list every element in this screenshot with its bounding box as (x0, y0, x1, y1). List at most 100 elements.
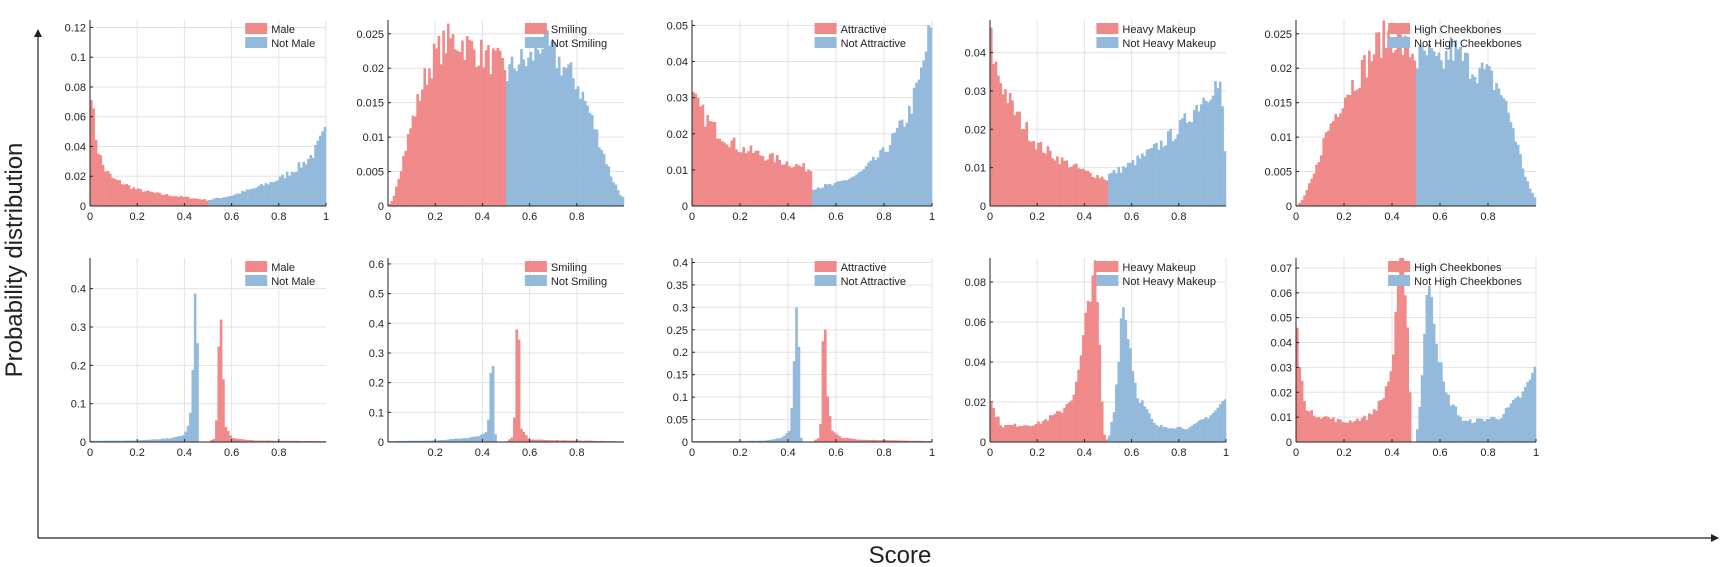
histogram-bar (1425, 55, 1429, 206)
histogram-bar (579, 98, 582, 206)
histogram-bar (723, 142, 726, 206)
legend-swatch (245, 37, 268, 48)
figure-ylabel: Probability distribution (1, 143, 28, 378)
histogram-bar (522, 59, 526, 207)
histogram-bar (411, 440, 415, 442)
legend-swatch (245, 23, 268, 34)
histogram-bar (1399, 34, 1402, 207)
histogram-bar (217, 198, 221, 206)
histogram-bar (790, 407, 794, 442)
histogram-bar (1063, 407, 1066, 442)
histogram-bar (278, 176, 282, 206)
histogram-bar (1464, 420, 1467, 442)
histogram-bar (111, 440, 114, 442)
histogram-bar (821, 341, 825, 442)
histogram-bar (1018, 425, 1021, 442)
histogram-bar (94, 440, 98, 442)
y-tick-label: 0.15 (667, 370, 688, 382)
histogram-bar (487, 45, 490, 206)
histogram-bar (1368, 50, 1371, 207)
histogram-bar (1360, 59, 1364, 207)
histogram-bar (461, 40, 464, 206)
histogram-bar (108, 173, 112, 206)
histogram-bar (115, 440, 119, 442)
histogram-bar (1363, 415, 1366, 442)
histogram-bar (1492, 89, 1496, 206)
y-tick-label: 0.2 (369, 378, 384, 390)
histogram-bar (1533, 366, 1537, 442)
histogram-bar (776, 155, 779, 206)
histogram-bar (153, 192, 157, 206)
histogram-bar (816, 187, 820, 206)
histogram-bar (819, 424, 822, 442)
histogram-bar (992, 408, 995, 442)
histogram-bar (243, 439, 247, 442)
histogram-bar (797, 346, 801, 442)
histogram-bar (915, 82, 918, 206)
y-tick-label: 0.005 (1264, 167, 1292, 179)
histogram-bar (1320, 418, 1323, 442)
histogram-bar (212, 438, 216, 442)
histogram-bar (1324, 416, 1328, 442)
histogram-bar (1380, 400, 1383, 442)
histogram-bar (1159, 424, 1163, 442)
histogram-bar (1370, 61, 1374, 206)
y-tick-label: 0 (980, 201, 986, 213)
histogram-bar (1176, 134, 1180, 206)
histogram-bar (1138, 402, 1142, 442)
histogram-bar (1394, 50, 1398, 206)
histogram-bar (1122, 307, 1125, 442)
histogram-bar (773, 439, 777, 442)
legend: High Cheekbones Not High Cheekbones (1388, 261, 1522, 288)
histogram-bar (756, 150, 760, 206)
series-not-attractive (812, 25, 933, 206)
legend-swatch (1096, 23, 1119, 34)
y-tick-label: 0.06 (965, 317, 986, 329)
histogram-bar (1315, 164, 1318, 206)
histogram-bar (836, 434, 839, 442)
histogram-bar (1119, 172, 1123, 206)
histogram-bar (1053, 160, 1057, 206)
histogram-bar (1202, 97, 1206, 206)
histogram-bar (590, 440, 594, 442)
x-tick-label: 0.8 (1480, 447, 1495, 459)
histogram-bar (292, 440, 296, 442)
histogram-bar (531, 60, 535, 207)
histogram-bar (1308, 411, 1311, 442)
histogram-bar (723, 440, 726, 442)
y-tick-label: 0 (80, 437, 86, 449)
histogram-bar (888, 440, 892, 442)
histogram-bar (1500, 95, 1503, 206)
histogram-bar (1108, 173, 1111, 206)
histogram-bar (1181, 118, 1184, 206)
histogram-bar (1358, 87, 1362, 206)
panel-male-bottom: 0 0.2 0.4 0.6 0.8 0 0.1 0.2 0.3 0.4 Male Not Male (71, 258, 327, 459)
legend-label: Not Male (271, 276, 315, 288)
histogram-bar (411, 115, 415, 206)
histogram-bar (893, 440, 897, 442)
histogram-bar (236, 438, 239, 442)
histogram-bar (224, 197, 228, 206)
histogram-bar (418, 100, 422, 206)
histogram-bar (1039, 423, 1043, 442)
histogram-bar (795, 307, 798, 442)
histogram-bar (1044, 419, 1047, 442)
histogram-bar (814, 189, 818, 206)
histogram-bar (1207, 418, 1210, 442)
histogram-bar (1082, 335, 1085, 442)
histogram-bar (1322, 138, 1326, 206)
histogram-bar (541, 439, 545, 442)
histogram-bar (1041, 420, 1045, 442)
series-high-cheekbones (1296, 258, 1412, 442)
histogram-bar (1077, 168, 1080, 206)
histogram-bar (922, 60, 926, 206)
histogram-bar (1131, 160, 1135, 206)
histogram-bar (149, 191, 152, 206)
histogram-bar (1461, 420, 1465, 442)
histogram-bar (780, 164, 784, 206)
histogram-bar (323, 126, 327, 206)
histogram-bar (1176, 427, 1180, 442)
histogram-bar (1449, 37, 1453, 206)
histogram-bar (423, 440, 427, 442)
histogram-bar (182, 435, 185, 442)
